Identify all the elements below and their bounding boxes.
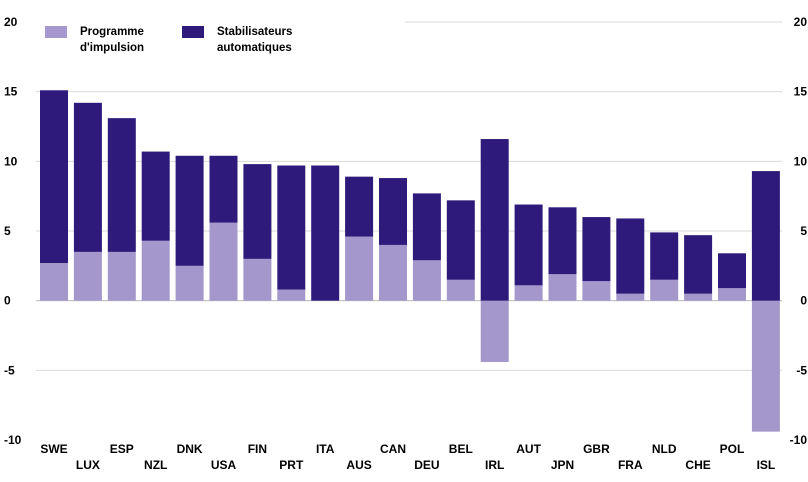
legend-label: Stabilisateurs [217,26,292,38]
bar-jpn-stabilisateurs [548,207,577,275]
x-tick-label: SWE [40,442,67,456]
x-tick-label: PRT [279,458,304,472]
x-tick-label: USA [211,458,237,472]
x-tick-label: LUX [76,458,100,472]
bar-isl-stabilisateurs [751,171,780,301]
x-tick-label: CHE [685,458,710,472]
legend-label: automatiques [217,42,292,54]
x-tick-label: ITA [316,442,335,456]
bar-ita-stabilisateurs [311,165,340,301]
bars [40,90,780,432]
bar-nld-stabilisateurs [650,232,679,280]
x-tick-label: JPN [551,458,574,472]
y-tick-label-right: -5 [796,363,807,377]
bar-irl-stabilisateurs [480,139,509,301]
legend-label: d'impulsion [80,42,144,54]
bar-isl-programme [751,300,780,432]
bar-nzl-stabilisateurs [141,151,170,241]
x-tick-label: DEU [414,458,439,472]
y-tick-label-left: 0 [4,294,11,308]
bar-bel-programme [446,279,475,301]
x-tick-label: NLD [652,442,677,456]
bar-aut-programme [514,285,543,301]
y-tick-label-left: 20 [4,15,18,29]
bar-swe-programme [40,263,68,301]
x-tick-label: NZL [144,458,167,472]
x-tick-label: FRA [618,458,643,472]
bar-can-stabilisateurs [379,178,407,245]
bar-che-stabilisateurs [684,235,713,294]
bar-gbr-programme [582,281,611,301]
y-tick-label-left: 5 [4,224,11,238]
x-tick-label: ESP [110,442,134,456]
bar-aus-programme [345,236,374,301]
y-tick-label-right: 20 [794,15,808,29]
y-tick-label-left: 15 [4,85,18,99]
bar-usa-stabilisateurs [209,155,238,223]
x-tick-label: BEL [449,442,473,456]
bar-aus-stabilisateurs [345,176,374,237]
bar-nld-programme [650,279,679,301]
bar-dnk-stabilisateurs [175,155,204,266]
bar-can-programme [379,244,407,301]
legend-swatch [45,26,67,38]
bar-lux-programme [73,251,102,301]
bar-bel-stabilisateurs [446,200,475,280]
legend-label: Programme [80,26,144,38]
bar-swe-stabilisateurs [40,90,68,264]
y-tick-label-right: 10 [794,154,808,168]
y-tick-label-right: 0 [800,294,807,308]
legend: Programme d'impulsion Stabilisateurs automa… [45,26,292,54]
axes: -10 -10 -5 -5 0 0 5 5 10 10 15 15 20 20 SWE LUX ESP NZL DN… [4,15,807,472]
bar-fin-programme [243,258,272,301]
bar-esp-stabilisateurs [107,118,136,252]
bar-lux-stabilisateurs [73,102,102,252]
bar-esp-programme [107,251,136,301]
x-tick-label: ISL [757,458,776,472]
bar-nzl-programme [141,240,170,301]
bar-prt-programme [277,289,306,301]
bar-fra-programme [616,293,645,301]
x-tick-label: AUS [346,458,371,472]
bar-gbr-stabilisateurs [582,217,611,282]
bar-deu-programme [412,260,441,301]
bar-che-programme [684,293,713,301]
bar-pol-stabilisateurs [718,253,746,289]
y-tick-label-right: -10 [790,433,808,447]
y-tick-label-left: -5 [4,363,15,377]
y-tick-label-right: 15 [794,85,808,99]
y-tick-label-right: 5 [800,224,807,238]
x-tick-label: GBR [583,442,610,456]
y-tick-label-left: 10 [4,154,18,168]
y-tick-label-left: -10 [4,433,22,447]
x-tick-label: DNK [177,442,203,456]
bar-fin-stabilisateurs [243,164,272,259]
x-tick-label: CAN [380,442,406,456]
bar-pol-programme [718,288,746,301]
bar-prt-stabilisateurs [277,165,306,290]
x-tick-label: POL [720,442,745,456]
x-tick-label: FIN [248,442,267,456]
bar-irl-programme [480,300,509,362]
bar-aut-stabilisateurs [514,204,543,286]
bar-usa-programme [209,222,238,301]
x-tick-label: AUT [516,442,541,456]
bar-dnk-programme [175,265,204,301]
bar-deu-stabilisateurs [412,193,441,261]
x-tick-label: IRL [485,458,504,472]
bar-jpn-programme [548,274,577,301]
bar-fra-stabilisateurs [616,218,645,294]
legend-swatch [182,26,204,38]
